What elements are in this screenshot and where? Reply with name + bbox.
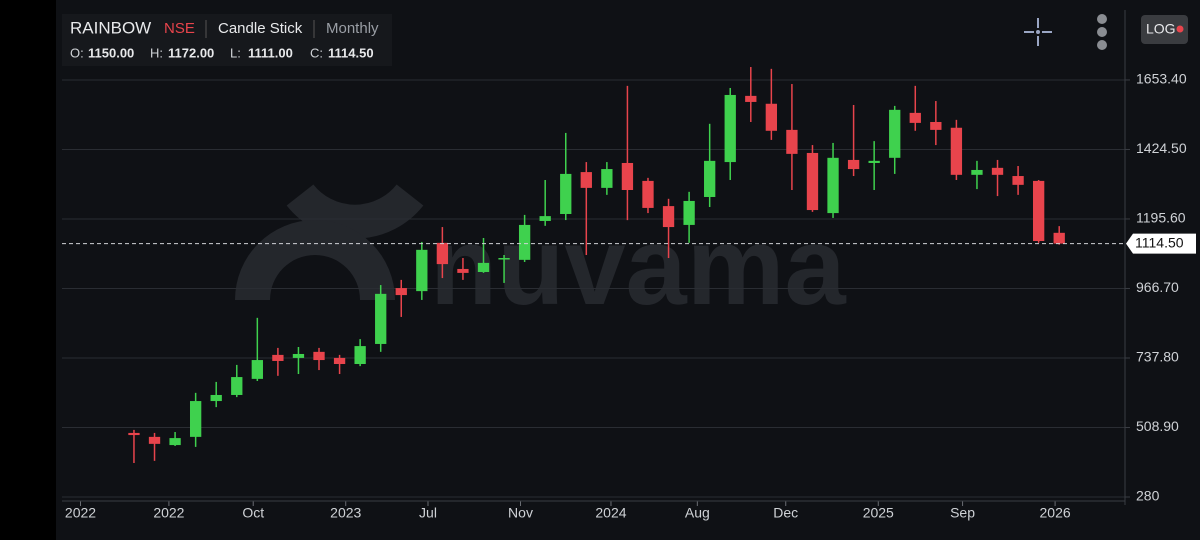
x-tick-label: Jul <box>419 505 437 521</box>
ohlc-row: O: 1150.00 H: 1172.00 L: 1111.00 C: 1114.50 <box>70 45 374 60</box>
candle-body <box>930 121 942 130</box>
candle-body <box>539 216 551 221</box>
y-tick-label: 508.90 <box>1136 418 1179 434</box>
candle-body <box>827 157 839 214</box>
ohlc-value: 1111.00 <box>248 45 293 60</box>
log-label[interactable]: LOG <box>1146 21 1176 37</box>
dot <box>1097 40 1107 50</box>
candle-body <box>313 351 325 361</box>
candle-body <box>786 129 798 154</box>
candle-body <box>436 242 449 265</box>
candle-body <box>1053 232 1065 244</box>
more-menu[interactable] <box>1097 14 1107 50</box>
log-button-bg <box>1141 15 1188 44</box>
ohlc-key: C: <box>310 45 323 60</box>
candle-body <box>560 173 572 214</box>
exchange: NSE <box>164 20 195 37</box>
candle-body <box>498 258 510 260</box>
chart-style[interactable]: Candle Stick <box>218 20 303 37</box>
x-tick-label: Sep <box>950 505 975 521</box>
x-tick-label: 2025 <box>863 505 894 521</box>
candle-body <box>868 160 880 163</box>
candle-body <box>189 401 202 437</box>
candle-body <box>683 200 695 225</box>
candle-body <box>148 436 161 444</box>
ohlc-key: H: <box>150 45 163 60</box>
y-tick-label: 737.80 <box>1136 349 1179 365</box>
x-tick-label: Dec <box>773 505 798 521</box>
x-tick-label: 2022 <box>65 505 96 521</box>
candle-body <box>1032 180 1045 242</box>
candle-body <box>518 224 531 260</box>
candle-body <box>662 206 675 228</box>
candle-body <box>292 353 305 358</box>
legend-box <box>62 14 392 66</box>
ohlc-key: O: <box>70 45 84 60</box>
x-tick-label: 2024 <box>595 505 626 521</box>
last-price-label: 1114.50 <box>1135 234 1184 250</box>
candle-body <box>765 103 778 131</box>
candle-body <box>889 109 901 158</box>
x-tick-label: Aug <box>685 505 710 521</box>
x-tick-label: Oct <box>242 505 264 521</box>
candle-body <box>806 152 819 211</box>
candle-body <box>272 354 284 361</box>
candle-body <box>210 394 222 402</box>
candle-body <box>745 95 757 102</box>
watermark-logo <box>286 183 424 239</box>
candle-body <box>601 169 613 188</box>
icon-part <box>1036 30 1040 34</box>
interval[interactable]: Monthly <box>326 20 379 37</box>
candle-body <box>477 262 490 272</box>
candle-body <box>950 127 963 175</box>
candle-body <box>704 160 716 197</box>
crosshair-icon[interactable] <box>1024 18 1052 46</box>
candle-body <box>375 293 387 344</box>
watermark-group: nuvama <box>235 183 847 328</box>
candle-body <box>416 249 428 292</box>
candle-body <box>333 357 346 364</box>
candle-body <box>354 346 366 364</box>
ohlc-value: 1172.00 <box>168 45 214 60</box>
ohlc-value: 1150.00 <box>88 45 134 60</box>
candle-body <box>251 360 263 379</box>
last-price-marker <box>1126 233 1196 254</box>
watermark: nuvama <box>430 205 847 328</box>
candle-body <box>580 172 592 188</box>
x-tick-label: 2026 <box>1040 505 1071 521</box>
candle-body <box>169 438 181 446</box>
candle-body <box>395 288 407 296</box>
ohlc-key: L: <box>230 45 241 60</box>
watermark-logo <box>235 220 395 300</box>
y-tick-label: 1195.60 <box>1136 210 1186 226</box>
y-tick-label: 280 <box>1136 488 1160 504</box>
log-indicator <box>1176 25 1184 33</box>
dot <box>1097 27 1107 37</box>
y-tick-label: 1653.40 <box>1136 71 1187 87</box>
dot <box>1097 14 1107 24</box>
y-tick-label: 966.70 <box>1136 279 1179 295</box>
x-tick-label: 2023 <box>330 505 361 521</box>
plot <box>62 67 1130 506</box>
x-tick-label: Nov <box>508 505 533 521</box>
candle-body <box>457 268 469 273</box>
candle-body <box>847 159 860 170</box>
candle-body <box>724 94 736 163</box>
ohlc-value: 1114.50 <box>328 45 374 60</box>
symbol: RAINBOW <box>70 18 151 37</box>
log-button[interactable]: LOG <box>1141 15 1188 44</box>
candle-body <box>1012 176 1024 185</box>
candle-body <box>909 112 921 123</box>
y-tick-label: 1424.50 <box>1136 140 1187 156</box>
candle-body <box>971 169 983 175</box>
candle-body <box>642 180 654 208</box>
x-tick-label: 2022 <box>153 505 184 521</box>
candle-body <box>991 167 1004 175</box>
candle-body <box>231 377 243 395</box>
candle-body <box>621 162 634 191</box>
candle-body <box>128 432 140 436</box>
